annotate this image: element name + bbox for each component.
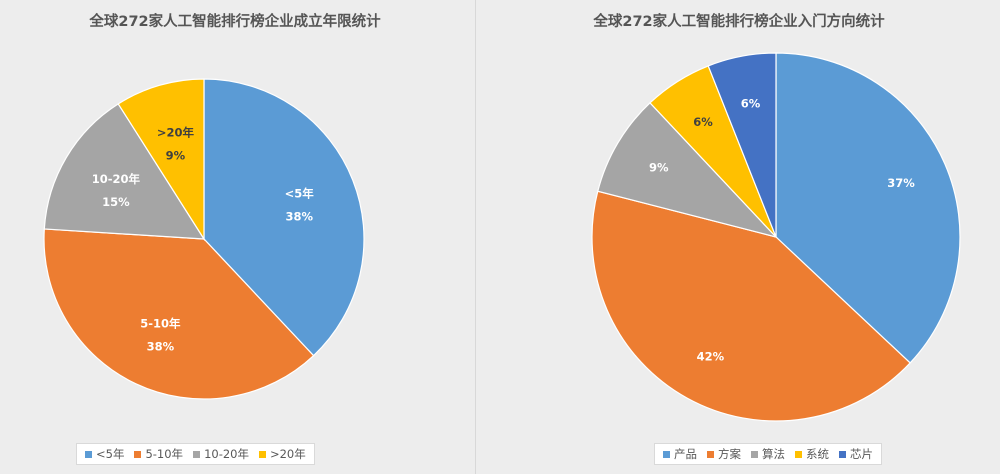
pie-slice-3 <box>117 78 205 242</box>
legend-label: >20年 <box>269 447 306 461</box>
data-label-percent: 15% <box>102 195 130 209</box>
legend-item: 10-20年 <box>193 446 249 462</box>
data-label-category: 10-20年 <box>92 172 141 186</box>
legend-label: 10-20年 <box>204 447 249 461</box>
data-label-category: >20年 <box>157 126 195 140</box>
data-label-category: <5年 <box>285 186 315 200</box>
data-label-percent: 37% <box>887 176 915 190</box>
chart-title: 全球272家人工智能排行榜企业入门方向统计 <box>593 14 885 30</box>
data-label-percent: 38% <box>147 340 175 354</box>
legend-label: 算法 <box>762 447 785 461</box>
pie-chart-founding-years: <5年 38% 5-10年 38% 10-20年 15% >20年 9% <box>43 78 365 400</box>
data-label-percent: 6% <box>693 115 713 129</box>
legend-label: 方案 <box>718 447 741 461</box>
legend-label: 系统 <box>806 447 829 461</box>
legend-label: <5年 <box>96 447 125 461</box>
legend-label: 芯片 <box>850 447 873 461</box>
data-label-percent: 42% <box>697 349 725 363</box>
data-label-percent: 9% <box>649 161 669 175</box>
legend-item: 系统 <box>795 446 829 462</box>
pie-slice-4 <box>707 52 777 238</box>
chart-legend: <5年 5-10年 10-20年 >20年 <box>76 443 315 465</box>
legend-swatch <box>663 450 670 458</box>
pie-slice-0 <box>203 78 365 357</box>
legend-swatch <box>134 450 142 458</box>
legend-item: 芯片 <box>839 446 873 462</box>
legend-swatch <box>258 450 266 458</box>
pie-chart-entry-direction: 37% 42% 9% 6% 6% <box>591 52 961 422</box>
data-label-percent: 6% <box>741 96 761 110</box>
data-label-category: 5-10年 <box>140 317 181 331</box>
legend-label: 产品 <box>674 447 697 461</box>
pie-slice-2 <box>43 103 206 240</box>
chart-panel-entry-direction: 全球272家人工智能排行榜企业入门方向统计 37% 42% 9% 6% 6% 产品 方案 算… <box>478 0 1000 474</box>
legend-swatch <box>751 450 758 458</box>
legend-item: 5-10年 <box>134 446 183 462</box>
legend-swatch <box>839 450 846 458</box>
chart-title: 全球272家人工智能排行榜企业成立年限统计 <box>89 14 381 30</box>
legend-item: 产品 <box>663 446 697 462</box>
legend-item: 方案 <box>707 446 741 462</box>
legend-swatch <box>85 450 92 458</box>
legend-item: 算法 <box>751 446 785 462</box>
data-label-percent: 9% <box>166 149 186 163</box>
legend-swatch <box>795 450 802 458</box>
data-label-percent: 38% <box>285 209 313 223</box>
legend-item: <5年 <box>85 446 124 462</box>
chart-legend: 产品 方案 算法 系统 芯片 <box>654 443 882 465</box>
chart-panel-founding-years: 全球272家人工智能排行榜企业成立年限统计 <5年 38% 5-10年 38% 10-2… <box>0 0 470 474</box>
pie-slice-2 <box>597 102 778 239</box>
legend-swatch <box>193 450 201 458</box>
legend-swatch <box>707 450 714 458</box>
pie-slice-1 <box>591 190 911 422</box>
pie-slice-1 <box>43 228 315 400</box>
legend-item: >20年 <box>258 446 306 462</box>
pie-slice-0 <box>775 52 961 364</box>
legend-label: 5-10年 <box>145 447 184 461</box>
panel-divider <box>475 0 476 474</box>
